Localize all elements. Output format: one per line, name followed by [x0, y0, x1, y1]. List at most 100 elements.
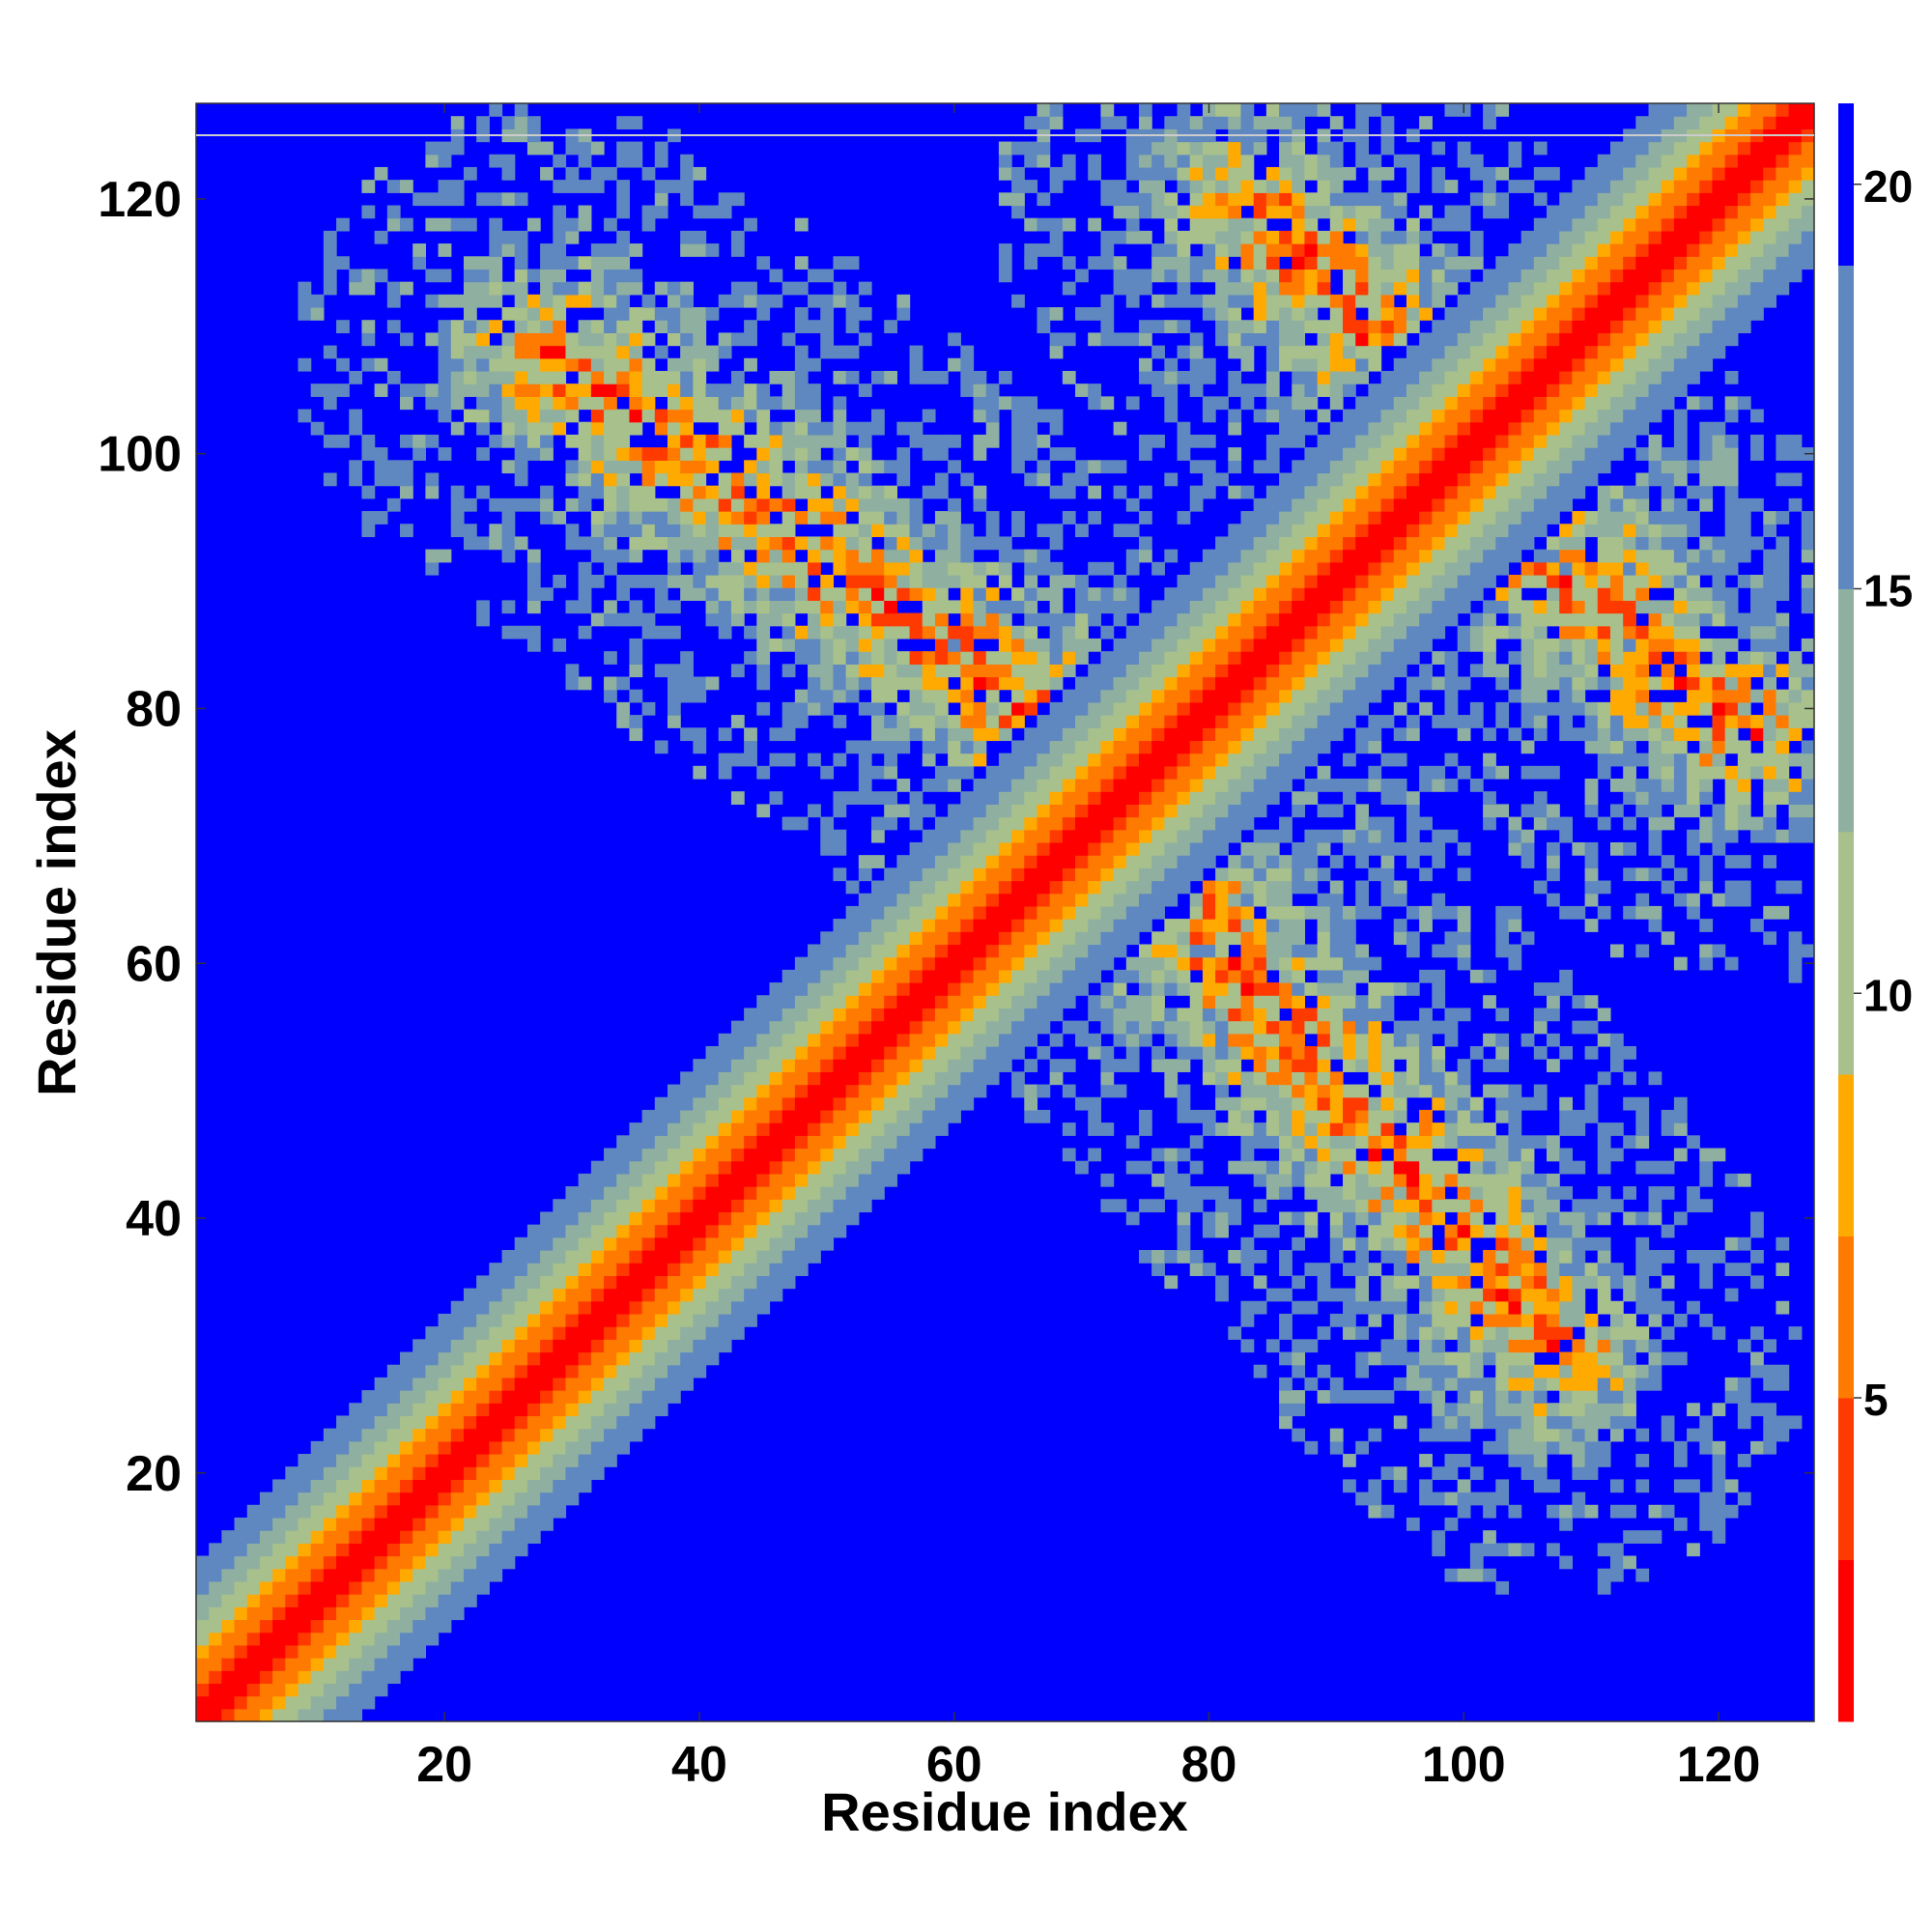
heatmap-cell — [1100, 804, 1115, 818]
heatmap-cell — [1138, 791, 1152, 805]
heatmap-cell — [1393, 1466, 1407, 1481]
heatmap-cell — [1088, 307, 1102, 321]
heatmap-cell — [871, 664, 885, 678]
heatmap-cell — [1151, 701, 1165, 716]
heatmap-cell — [794, 587, 809, 601]
heatmap-cell — [1164, 956, 1179, 971]
heatmap-cell — [514, 1428, 528, 1442]
heatmap-cell — [1189, 370, 1204, 384]
heatmap-cell — [553, 307, 567, 321]
heatmap-cell — [1240, 166, 1255, 181]
heatmap-cell — [489, 281, 503, 296]
heatmap-cell — [1343, 485, 1356, 499]
heatmap-cell — [1037, 893, 1051, 907]
heatmap-cell — [629, 1236, 643, 1251]
heatmap-cell — [1292, 638, 1306, 652]
heatmap-cell — [489, 1415, 503, 1430]
heatmap-cell — [1062, 1122, 1076, 1136]
heatmap-cell — [1253, 192, 1267, 207]
heatmap-cell — [833, 460, 847, 474]
heatmap-cell — [361, 485, 376, 499]
heatmap-cell — [808, 969, 821, 983]
heatmap-cell — [667, 600, 681, 614]
heatmap-cell — [1343, 294, 1356, 308]
heatmap-cell — [1125, 804, 1140, 818]
heatmap-cell — [1329, 421, 1344, 436]
heatmap-cell — [909, 574, 923, 588]
heatmap-cell — [744, 1160, 757, 1175]
heatmap-cell — [922, 689, 936, 703]
heatmap-cell — [565, 1224, 580, 1238]
heatmap-cell — [756, 600, 771, 614]
heatmap-cell — [616, 472, 631, 487]
heatmap-cell — [718, 1160, 732, 1175]
heatmap-cell — [781, 472, 796, 487]
heatmap-cell — [998, 893, 1012, 907]
heatmap-cell — [349, 1555, 363, 1570]
heatmap-cell — [718, 524, 732, 538]
heatmap-cell — [1215, 791, 1229, 805]
heatmap-cell — [705, 1339, 720, 1353]
heatmap-cell — [285, 1683, 299, 1697]
heatmap-cell — [604, 1263, 617, 1276]
heatmap-cell — [845, 524, 860, 538]
heatmap-cell — [1228, 180, 1242, 193]
heatmap-cell — [526, 1517, 541, 1531]
heatmap-cell — [323, 1504, 337, 1519]
heatmap-cell — [1317, 664, 1331, 678]
heatmap-cell — [680, 1300, 694, 1315]
heatmap-cell — [884, 1084, 897, 1098]
heatmap-cell — [1228, 332, 1242, 347]
heatmap-cell — [1215, 905, 1229, 920]
heatmap-cell — [1125, 1008, 1140, 1022]
heatmap-cell — [1138, 779, 1152, 792]
heatmap-cell — [1011, 944, 1025, 958]
heatmap-cell — [323, 256, 337, 270]
heatmap-cell — [526, 1390, 541, 1404]
heatmap-cell — [1343, 549, 1356, 563]
heatmap-cell — [540, 1313, 554, 1327]
heatmap-cell — [998, 956, 1012, 971]
heatmap-cell — [565, 1211, 580, 1226]
heatmap-cell — [1279, 536, 1293, 551]
heatmap-cell — [578, 357, 592, 372]
heatmap-cell — [922, 1109, 936, 1123]
heatmap-cell — [973, 384, 987, 397]
heatmap-cell — [1240, 1263, 1255, 1276]
heatmap-cell — [1164, 1160, 1179, 1175]
heatmap-cell — [998, 982, 1012, 996]
heatmap-cell — [667, 1135, 681, 1150]
heatmap-cell — [298, 294, 312, 308]
heatmap-cell — [1151, 829, 1165, 843]
heatmap-cell — [1011, 715, 1025, 728]
heatmap-cell — [1049, 919, 1064, 932]
heatmap-cell — [1406, 1135, 1420, 1150]
heatmap-cell — [1292, 676, 1306, 691]
heatmap-cell — [1317, 103, 1331, 117]
heatmap-cell — [654, 1199, 668, 1213]
heatmap-cell — [1265, 740, 1280, 754]
heatmap-cell — [349, 1415, 363, 1430]
heatmap-cell — [501, 1313, 516, 1327]
heatmap-cell — [386, 472, 401, 487]
heatmap-cell — [386, 1428, 401, 1442]
heatmap-cell — [540, 1403, 554, 1417]
heatmap-cell — [998, 791, 1012, 805]
heatmap-cell — [259, 1594, 273, 1607]
heatmap-cell — [934, 549, 949, 563]
heatmap-cell — [730, 715, 745, 728]
heatmap-cell — [476, 1415, 490, 1430]
heatmap-cell — [1037, 931, 1051, 946]
heatmap-cell — [1011, 905, 1025, 920]
heatmap-cell — [858, 497, 872, 512]
heatmap-cell — [1279, 332, 1293, 347]
heatmap-cell — [476, 1275, 490, 1290]
heatmap-cell — [438, 180, 452, 193]
heatmap-cell — [1075, 625, 1089, 639]
heatmap-cell — [1265, 600, 1280, 614]
heatmap-cell — [501, 511, 516, 525]
heatmap-cell — [845, 370, 860, 384]
heatmap-cell — [641, 1351, 656, 1366]
heatmap-cell — [1189, 779, 1204, 792]
heatmap-cell — [1406, 524, 1420, 538]
